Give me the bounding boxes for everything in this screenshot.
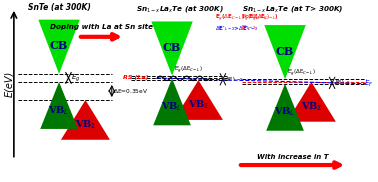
Text: With increase in T: With increase in T — [257, 154, 328, 160]
Polygon shape — [174, 80, 223, 120]
Polygon shape — [38, 20, 80, 74]
Text: Sn$_{1-x}$La$_x$Te (at 300K): Sn$_{1-x}$La$_x$Te (at 300K) — [136, 3, 223, 14]
Text: Sn$_{1-x}$La$_x$Te (at T> 300K): Sn$_{1-x}$La$_x$Te (at T> 300K) — [242, 3, 343, 14]
Polygon shape — [61, 100, 110, 140]
Text: Doping with La at Sn site: Doping with La at Sn site — [50, 24, 153, 31]
Text: CB: CB — [276, 46, 294, 57]
Text: RS (La): RS (La) — [123, 75, 149, 80]
Text: VB$_L$: VB$_L$ — [274, 106, 296, 118]
Polygon shape — [151, 21, 193, 76]
Text: E(eV): E(eV) — [5, 71, 14, 97]
Text: E'$_{L-\Sigma}$: E'$_{L-\Sigma}$ — [241, 23, 257, 32]
Text: $\Delta$E=0.35eV: $\Delta$E=0.35eV — [113, 87, 149, 95]
Text: $E_F$: $E_F$ — [364, 79, 373, 89]
Polygon shape — [266, 84, 304, 131]
Polygon shape — [153, 78, 191, 125]
Polygon shape — [264, 25, 306, 79]
Text: $\Delta$E'$_{L,\Sigma}$: $\Delta$E'$_{L,\Sigma}$ — [334, 79, 351, 87]
Text: CB: CB — [163, 42, 181, 53]
Text: SnTe (at 300K): SnTe (at 300K) — [28, 3, 90, 12]
Text: VB$_\Sigma$: VB$_\Sigma$ — [187, 98, 209, 111]
Text: $\Delta$E'$_{L\!-\!\Sigma}$: $\Delta$E'$_{L\!-\!\Sigma}$ — [225, 75, 243, 84]
Text: E$_g'$($\Delta$E$_{C-L}$): E$_g'$($\Delta$E$_{C-L}$) — [241, 12, 270, 23]
Text: $E_g$: $E_g$ — [71, 72, 80, 84]
Text: VB$_L$: VB$_L$ — [48, 104, 70, 116]
Polygon shape — [40, 82, 78, 129]
Text: VB$_\Sigma$: VB$_\Sigma$ — [301, 100, 322, 113]
Text: CB: CB — [50, 40, 68, 51]
Text: E$_g'$($\Delta$E$_{C-L}$): E$_g'$($\Delta$E$_{C-L}$) — [287, 67, 316, 78]
Text: $\Delta$E'$_{L-\Sigma}$>$\Delta$E'$_{L-\Sigma}$: $\Delta$E'$_{L-\Sigma}$>$\Delta$E'$_{L-\… — [215, 24, 259, 33]
Text: VB$_\Sigma$: VB$_\Sigma$ — [74, 118, 96, 131]
Text: E$_g'$($\Delta$E$_{C-L}$)<E$_g'$($\Delta$E$_{C-L}$): E$_g'$($\Delta$E$_{C-L}$)<E$_g'$($\Delta… — [215, 12, 279, 23]
Text: VB$_L$: VB$_L$ — [161, 100, 183, 113]
Text: E$_g'$($\Delta$E$_{C-L}$): E$_g'$($\Delta$E$_{C-L}$) — [174, 64, 203, 75]
Polygon shape — [287, 82, 336, 122]
